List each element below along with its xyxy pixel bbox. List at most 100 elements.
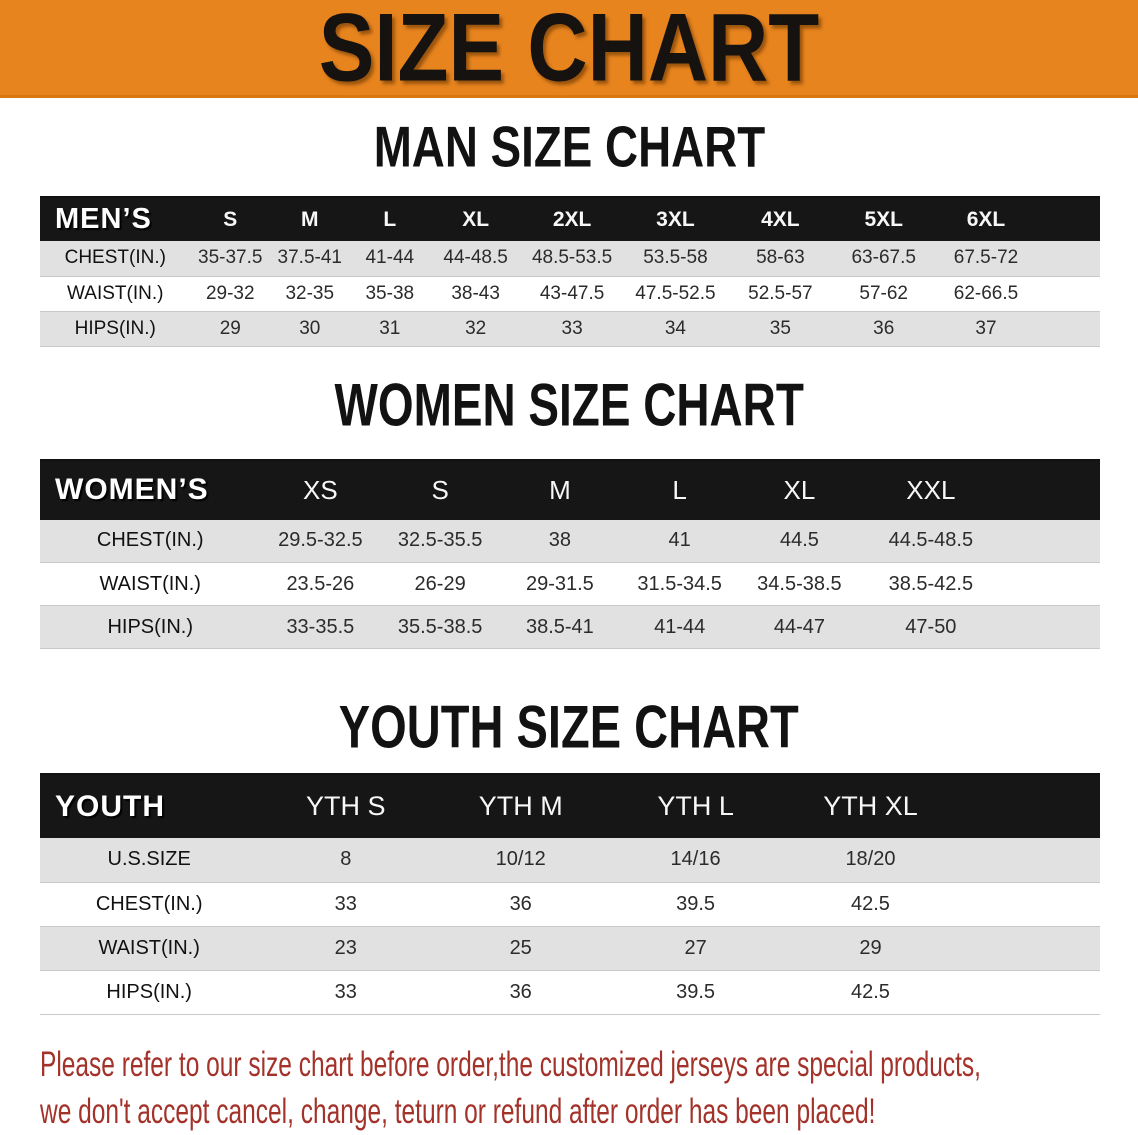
filler-cell <box>958 838 1100 882</box>
size-value: 33-35.5 <box>286 615 355 638</box>
youth-col-header: YTH S <box>258 774 434 838</box>
row-label: HIPS(IN.) <box>106 980 192 1003</box>
size-value: 29.5-32.5 <box>278 529 363 552</box>
men-col-header: XL <box>430 197 522 241</box>
size-value: 48.5-53.5 <box>531 247 613 269</box>
size-value: 36 <box>509 892 532 915</box>
size-value: 47.5-52.5 <box>635 282 716 304</box>
men-hips-row: HIPS(IN.) 29 30 31 32 33 34 35 36 37 <box>40 311 1100 346</box>
size-value: 30 <box>299 317 321 339</box>
disclaimer: Please refer to our size chart before or… <box>40 1041 1138 1135</box>
youth-chest-row: CHEST(IN.) 33 36 39.5 42.5 <box>40 882 1100 926</box>
filler-cell <box>957 774 1100 838</box>
women-size-table: WOMEN’S XS S M L XL XXL CHEST(IN.) 29.5-… <box>40 458 1100 650</box>
size-value: 37 <box>975 317 997 339</box>
filler-cell <box>958 970 1100 1014</box>
women-col-header: XL <box>739 459 860 520</box>
size-value: 41-44 <box>654 615 706 638</box>
size-value: 36 <box>873 317 895 339</box>
size-value: 44-47 <box>773 615 825 638</box>
women-col-header: XXL <box>859 459 1003 520</box>
size-value: 8 <box>340 848 352 871</box>
size-value: 44.5-48.5 <box>888 529 974 552</box>
youth-col-header: YTH XL <box>783 774 958 838</box>
men-section-heading: MAN SIZE CHART <box>0 116 1138 180</box>
size-value: 37.5-41 <box>277 247 342 269</box>
men-col-header: 3XL <box>622 197 728 241</box>
men-waist-row: WAIST(IN.) 29-32 32-35 35-38 38-43 43-47… <box>40 276 1100 311</box>
size-value: 38 <box>548 529 572 552</box>
size-value: 34.5-38.5 <box>757 572 842 595</box>
filler-cell <box>1002 606 1100 649</box>
filler-cell <box>1037 241 1100 276</box>
size-value: 31 <box>379 317 401 339</box>
size-value: 33 <box>334 892 357 915</box>
filler-cell <box>1037 276 1100 311</box>
size-value: 35.5-38.5 <box>397 615 483 638</box>
men-section-heading-text: MAN SIZE CHART <box>373 116 765 180</box>
youth-col-header: YTH M <box>433 774 609 838</box>
size-value: 29-32 <box>205 282 255 304</box>
size-value: 29 <box>219 317 241 339</box>
men-size-table: MEN’S S M L XL 2XL 3XL 4XL 5XL 6XL CHEST… <box>40 196 1100 347</box>
size-value: 33 <box>334 980 357 1003</box>
row-label: U.S.SIZE <box>107 848 191 871</box>
disclaimer-line-1: Please refer to our size chart before or… <box>40 1044 981 1084</box>
youth-header-row: YOUTH YTH S YTH M YTH L YTH XL <box>40 774 1100 838</box>
filler-cell <box>1002 520 1100 563</box>
size-value: 33 <box>561 317 583 339</box>
women-section-heading-text: WOMEN SIZE CHART <box>334 369 804 438</box>
men-chest-row: CHEST(IN.) 35-37.5 37.5-41 41-44 44-48.5… <box>40 241 1100 276</box>
row-label: CHEST(IN.) <box>96 529 204 552</box>
size-value: 43-47.5 <box>539 282 605 304</box>
size-value: 39.5 <box>676 980 716 1003</box>
size-value: 29-31.5 <box>525 572 594 595</box>
filler-cell <box>958 882 1100 926</box>
banner: SIZE CHART <box>0 0 1138 98</box>
size-value: 42.5 <box>851 892 890 915</box>
row-label: HIPS(IN.) <box>74 317 156 339</box>
women-col-header: XS <box>260 459 381 520</box>
women-waist-row: WAIST(IN.) 23.5-26 26-29 29-31.5 31.5-34… <box>40 562 1100 606</box>
size-value: 32.5-35.5 <box>397 529 483 552</box>
men-col-header: M <box>270 197 350 241</box>
women-col-header: S <box>380 459 501 520</box>
size-value: 38.5-41 <box>525 615 594 638</box>
size-value: 36 <box>509 980 532 1003</box>
women-chest-row: CHEST(IN.) 29.5-32.5 32.5-35.5 38 41 44.… <box>40 519 1100 563</box>
size-value: 38-43 <box>451 282 500 304</box>
size-value: 41 <box>668 529 691 552</box>
youth-col-header: YTH L <box>608 774 784 838</box>
men-header-row: MEN’S S M L XL 2XL 3XL 4XL 5XL 6XL <box>40 197 1100 241</box>
size-value: 14/16 <box>670 848 721 871</box>
size-value: 10/12 <box>495 848 546 871</box>
men-col-header: S <box>190 197 271 241</box>
size-value: 23 <box>334 936 357 959</box>
size-value: 39.5 <box>676 892 716 915</box>
size-value: 58-63 <box>756 247 805 269</box>
size-value: 35-38 <box>365 282 415 304</box>
row-label: CHEST(IN.) <box>64 247 166 269</box>
youth-size-table: YOUTH YTH S YTH M YTH L YTH XL U.S.SIZE … <box>40 773 1100 1015</box>
size-value: 62-66.5 <box>953 282 1019 304</box>
men-col-header: 5XL <box>832 197 935 241</box>
filler-cell <box>1037 197 1100 241</box>
size-value: 32 <box>465 317 487 339</box>
women-header-row: WOMEN’S XS S M L XL XXL <box>40 459 1100 520</box>
size-value: 63-67.5 <box>851 247 916 269</box>
size-value: 67.5-72 <box>953 247 1019 269</box>
size-value: 47-50 <box>905 615 957 638</box>
size-value: 35 <box>769 317 791 339</box>
size-value: 26-29 <box>414 572 466 595</box>
youth-corner-label: YOUTH <box>40 774 259 838</box>
size-value: 31.5-34.5 <box>637 572 722 595</box>
women-col-header: L <box>619 459 740 520</box>
youth-section-heading-text: YOUTH SIZE CHART <box>339 692 799 761</box>
filler-cell <box>958 926 1100 970</box>
banner-title: SIZE CHART <box>318 0 820 102</box>
size-value: 41-44 <box>365 247 415 269</box>
size-value: 27 <box>684 936 707 959</box>
row-label: HIPS(IN.) <box>107 615 194 638</box>
size-value: 38.5-42.5 <box>888 572 974 595</box>
